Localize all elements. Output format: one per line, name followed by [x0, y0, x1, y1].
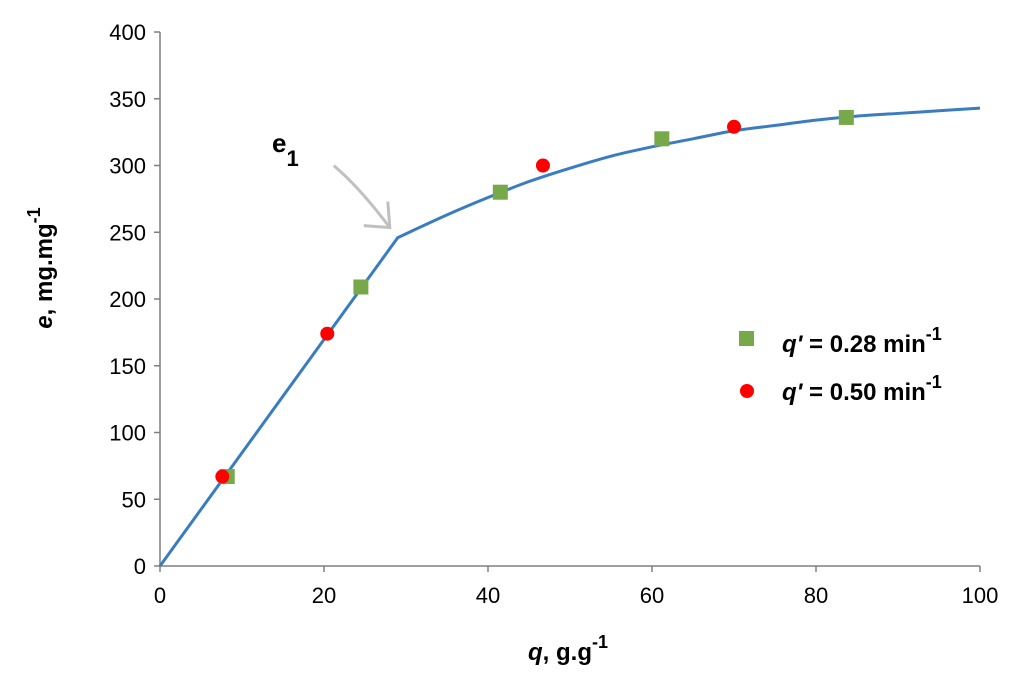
legend-marker-circle	[740, 384, 754, 398]
data-point-square	[492, 184, 508, 200]
annotation-e1: e1	[272, 128, 392, 230]
y-tick-label: 150	[109, 354, 146, 379]
data-point-circle	[727, 119, 741, 134]
legend-entry-0-sup: -1	[926, 324, 942, 344]
annotation-label-main: e	[272, 128, 286, 158]
legend-entry-0-var: q'	[782, 331, 804, 358]
data-point-circle	[320, 326, 335, 341]
y-tick-label: 200	[109, 287, 146, 312]
x-tick-label: 40	[476, 583, 500, 608]
data-point-square	[838, 109, 854, 125]
x-tick-label: 60	[640, 583, 664, 608]
annotation-label: e1	[272, 128, 299, 171]
x-axis-title-sup: -1	[592, 632, 608, 652]
axes	[159, 32, 980, 567]
data-point-square	[654, 131, 670, 147]
legend-entry-1-sup: -1	[926, 372, 942, 392]
y-tick-label: 50	[122, 487, 146, 512]
legend-entry-1: q' = 0.50 min-1	[782, 372, 942, 406]
y-tick-label: 250	[109, 220, 146, 245]
x-axis-title-unit: , g.g	[543, 639, 592, 666]
y-tick-label: 400	[109, 20, 146, 45]
x-tick-label: 20	[312, 583, 336, 608]
data-point-circle	[535, 158, 550, 173]
y-tick-label: 0	[134, 554, 146, 579]
x-ticks: 0 20 40 60 80 100	[154, 566, 998, 608]
y-axis-title: e, mg.mg-1	[24, 207, 58, 328]
y-axis-title-unit: , mg.mg	[31, 223, 58, 315]
y-tick-label: 300	[109, 154, 146, 179]
y-axis-title-sup: -1	[24, 207, 44, 223]
annotation-arrow	[332, 164, 391, 229]
legend-entry-1-var: q'	[782, 379, 804, 406]
x-tick-label: 100	[962, 583, 999, 608]
x-axis-title: q, g.g-1	[528, 632, 608, 666]
x-tick-label: 0	[154, 583, 166, 608]
x-tick-label: 80	[804, 583, 828, 608]
data-point-circle	[215, 469, 230, 484]
legend: q' = 0.28 min-1 q' = 0.50 min-1	[739, 324, 942, 406]
x-axis-title-var: q	[528, 639, 543, 666]
y-tick-label: 100	[109, 421, 146, 446]
annotation-label-sub: 1	[286, 146, 298, 171]
y-axis-title-var: e	[31, 315, 58, 328]
y-ticks: 0 50 100 150 200 250 300 350 400	[109, 20, 160, 579]
legend-entry-0-rest: = 0.28 min	[802, 331, 925, 358]
data-point-square	[353, 279, 369, 295]
data-points	[215, 109, 854, 485]
legend-entry-1-rest: = 0.50 min	[802, 379, 925, 406]
legend-entry-0: q' = 0.28 min-1	[782, 324, 942, 358]
annotation-arrowhead	[363, 201, 392, 230]
legend-marker-square	[739, 331, 754, 346]
y-tick-label: 350	[109, 87, 146, 112]
